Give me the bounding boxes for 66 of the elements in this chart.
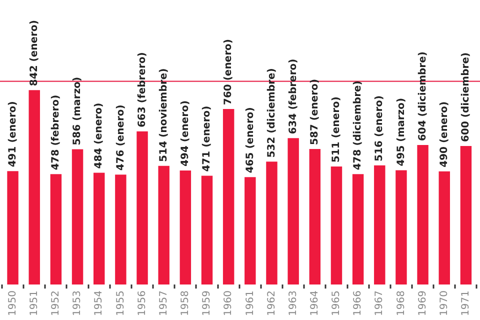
x-tick-label: 1968 bbox=[396, 290, 407, 316]
x-tick-label: 1954 bbox=[94, 290, 105, 316]
bar bbox=[180, 170, 192, 285]
x-tick-label: 1959 bbox=[202, 290, 213, 316]
bar bbox=[266, 162, 278, 285]
bar bbox=[158, 166, 170, 285]
bar bbox=[438, 171, 450, 285]
x-tick-label: 1964 bbox=[309, 290, 320, 316]
x-tick-label: 1970 bbox=[438, 290, 450, 316]
data-label: 476 (enero) bbox=[115, 104, 126, 171]
x-tick-label: 1951 bbox=[28, 290, 40, 316]
data-label: 491 (enero) bbox=[7, 101, 18, 168]
data-label: 516 (enero) bbox=[374, 95, 386, 162]
data-label: 471 (enero) bbox=[202, 106, 213, 172]
bar bbox=[50, 174, 62, 285]
bar bbox=[396, 170, 407, 285]
bar bbox=[7, 171, 18, 285]
data-label: 478 (diciembre) bbox=[352, 80, 364, 170]
data-label: 490 (enero) bbox=[438, 101, 450, 168]
bar bbox=[115, 174, 126, 285]
bar bbox=[374, 165, 386, 285]
bar bbox=[288, 138, 299, 285]
x-tick-label: 1960 bbox=[223, 290, 234, 316]
bar bbox=[417, 145, 428, 285]
bar bbox=[201, 176, 213, 285]
bar bbox=[352, 174, 364, 285]
x-tick-label: 1963 bbox=[288, 290, 299, 316]
bar bbox=[222, 109, 234, 285]
x-tick-label: 1955 bbox=[115, 290, 126, 316]
bar bbox=[93, 172, 105, 285]
data-label: 760 (enero) bbox=[223, 39, 234, 106]
data-label: 514 (noviembre) bbox=[158, 68, 170, 162]
data-label: 842 (enero) bbox=[28, 20, 40, 86]
data-label: 478 (febrero) bbox=[50, 94, 62, 170]
x-tick-label: 1971 bbox=[460, 290, 472, 316]
bar bbox=[72, 149, 84, 285]
x-tick-label: 1957 bbox=[158, 290, 170, 316]
data-label: 532 (diciembre) bbox=[266, 68, 278, 158]
data-label: 586 (marzo) bbox=[72, 76, 84, 146]
bar bbox=[309, 148, 321, 285]
x-tick-label: 1965 bbox=[331, 290, 342, 316]
x-tick-label: 1962 bbox=[266, 290, 278, 316]
x-tick-label: 1950 bbox=[7, 290, 18, 316]
x-tick-label: 1961 bbox=[244, 290, 256, 316]
x-tick-label: 1967 bbox=[374, 290, 386, 316]
x-tick-label: 1952 bbox=[50, 290, 62, 316]
data-label: 511 (enero) bbox=[331, 96, 342, 163]
data-label: 587 (enero) bbox=[309, 78, 320, 145]
x-tick-label: 1953 bbox=[72, 290, 84, 316]
data-label: 604 (diciembre) bbox=[417, 52, 428, 142]
data-label: 495 (marzo) bbox=[396, 98, 407, 166]
data-label: 663 (febrero) bbox=[136, 52, 148, 128]
x-tick-label: 1956 bbox=[136, 290, 148, 316]
data-label: 494 (enero) bbox=[180, 100, 192, 166]
x-tick-label: 1969 bbox=[417, 290, 428, 316]
bar bbox=[330, 166, 342, 285]
x-tick-label: 1966 bbox=[352, 290, 364, 316]
data-label: 465 (enero) bbox=[244, 107, 256, 174]
data-label: 634 (febrero) bbox=[288, 58, 299, 134]
data-label: 600 (diciembre) bbox=[460, 52, 472, 142]
data-label: 484 (enero) bbox=[94, 102, 105, 169]
bar bbox=[28, 90, 40, 285]
bar bbox=[244, 177, 256, 285]
bar bbox=[460, 146, 472, 285]
x-tick-label: 1958 bbox=[180, 290, 192, 316]
bar bbox=[136, 131, 148, 285]
